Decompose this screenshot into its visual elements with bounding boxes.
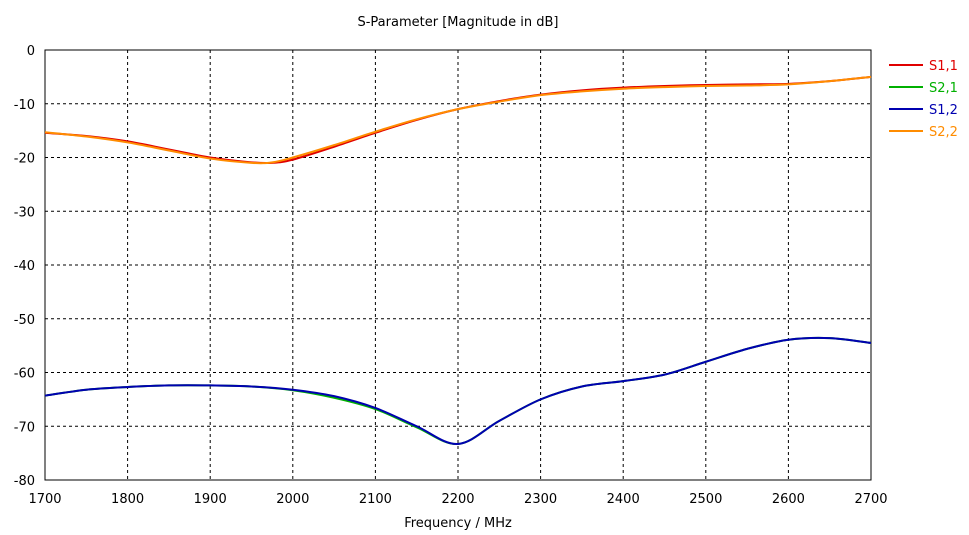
series-lines: [44, 75, 872, 445]
y-tick-label: -40: [14, 259, 35, 274]
x-tick-label: 2100: [359, 492, 392, 507]
legend-label-S2-1: S2,1: [929, 81, 958, 96]
x-tick-label: 1700: [28, 492, 61, 507]
x-tick-label: 1900: [194, 492, 227, 507]
series-line-S2-2: [44, 75, 872, 165]
legend-label-S2-2: S2,2: [929, 125, 958, 140]
y-tick-label: -10: [14, 98, 35, 113]
legend: S1,1 S2,1 S1,2 S2,2: [889, 59, 958, 140]
y-tick-label: -70: [14, 420, 35, 435]
y-tick-label: -20: [14, 152, 35, 167]
legend-label-S1-1: S1,1: [929, 59, 958, 74]
chart-title: S-Parameter [Magnitude in dB]: [357, 15, 558, 30]
x-tick-label: 2000: [276, 492, 309, 507]
grid-lines: [45, 50, 871, 480]
y-tick-label: -60: [14, 367, 35, 382]
y-tick-label: -30: [14, 205, 35, 220]
y-tick-label: -50: [14, 313, 35, 328]
y-tick-label: 0: [27, 44, 35, 59]
x-tick-label: 2400: [607, 492, 640, 507]
x-tick-label: 2500: [689, 492, 722, 507]
x-tick-label: 2700: [854, 492, 887, 507]
y-tick-label: -80: [14, 474, 35, 489]
axes: 1700 1800 1900 2000 2100 2200 2300 2400 2500 2600…: [14, 44, 888, 507]
x-tick-label: 1800: [111, 492, 144, 507]
legend-label-S1-2: S1,2: [929, 103, 958, 118]
plot-frame: [44, 49, 872, 481]
x-tick-label: 2600: [772, 492, 805, 507]
series-line-S1-2: [44, 336, 872, 445]
x-tick-label: 2300: [524, 492, 557, 507]
x-axis-label: Frequency / MHz: [404, 516, 512, 531]
x-tick-label: 2200: [441, 492, 474, 507]
